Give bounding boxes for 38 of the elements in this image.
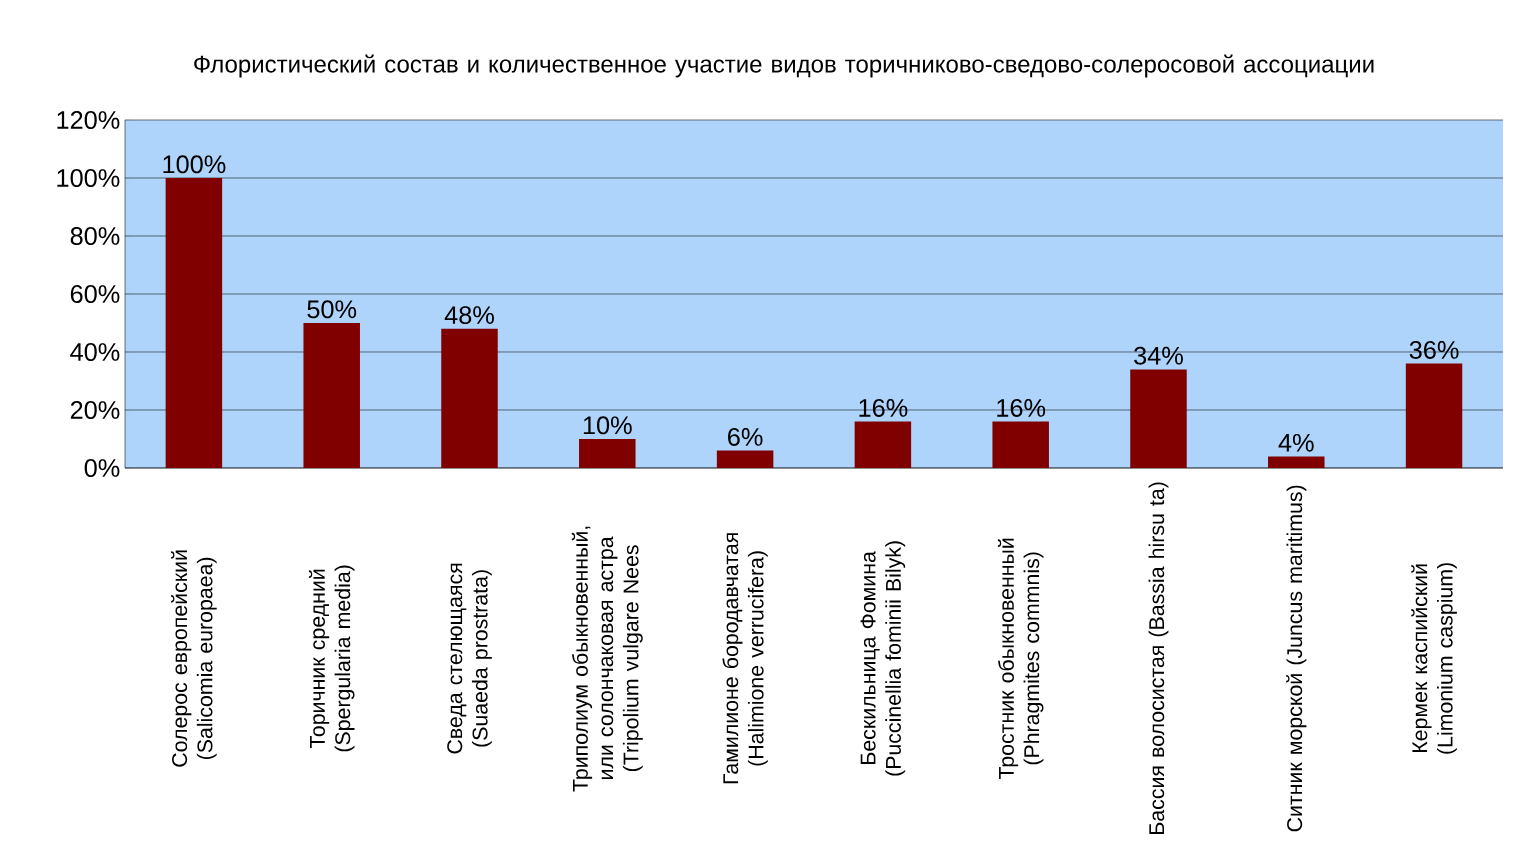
data-label: 34% <box>1134 346 1183 365</box>
data-label: 16% <box>859 398 908 417</box>
x-tick-label: Бескильница Фомина (Puccinellia fominii Bilyk) <box>860 541 906 776</box>
chart-title: Флористический состав и количественное участие видов торичниково-сведово-солеросовой ассоциации <box>194 54 1374 78</box>
bar <box>1405 363 1463 468</box>
bar <box>441 328 498 468</box>
y-tick-label: 100% <box>57 169 120 187</box>
x-tick-label: Торичник средний (Spergularia media) <box>308 565 355 752</box>
data-label: 50% <box>307 300 357 319</box>
bar <box>1130 369 1187 468</box>
data-label: 16% <box>997 398 1046 417</box>
bar <box>165 178 223 468</box>
x-tick-label: Сведа стелющаяся (Suaeda prostrata) <box>447 563 492 754</box>
data-label: 100% <box>163 155 226 174</box>
x-tick-label: Ситник морской (Juncus maritimus) <box>1286 485 1307 832</box>
bar <box>716 450 774 468</box>
y-tick-label: 120% <box>57 111 120 129</box>
y-tick-label: 80% <box>70 227 120 245</box>
data-label: 36% <box>1409 340 1459 359</box>
bar <box>303 322 360 468</box>
data-label: 48% <box>444 306 494 325</box>
data-label: 4% <box>1278 433 1314 452</box>
x-tick-label: Кермек каспийский (Limonium caspium) <box>1411 563 1457 754</box>
x-tick-label: Бассия волосистая (Bassia hirsu ta) <box>1148 482 1169 834</box>
y-tick-label: 20% <box>70 401 120 419</box>
x-tick-label: Гамилионе бородавчатая (Halimione verrucifera) <box>722 533 768 784</box>
bar <box>854 421 912 468</box>
data-label: 6% <box>728 427 763 446</box>
x-tick-label: Триполиум обыкновенный, или солончаковая астра (Tripolium vulgare Nees <box>571 526 643 792</box>
bar <box>579 438 636 468</box>
bar <box>992 421 1049 468</box>
y-tick-label: 60% <box>70 285 120 303</box>
bar <box>1268 456 1325 468</box>
x-tick-label: Тростник обыкновенный (Phragmites commnis) <box>997 538 1044 780</box>
x-tick-label: Солерос европейский (Salicomia europaea) <box>171 550 217 767</box>
y-tick-label: 40% <box>70 343 120 361</box>
data-label: 10% <box>583 416 632 435</box>
y-tick-label: 0% <box>84 459 120 477</box>
